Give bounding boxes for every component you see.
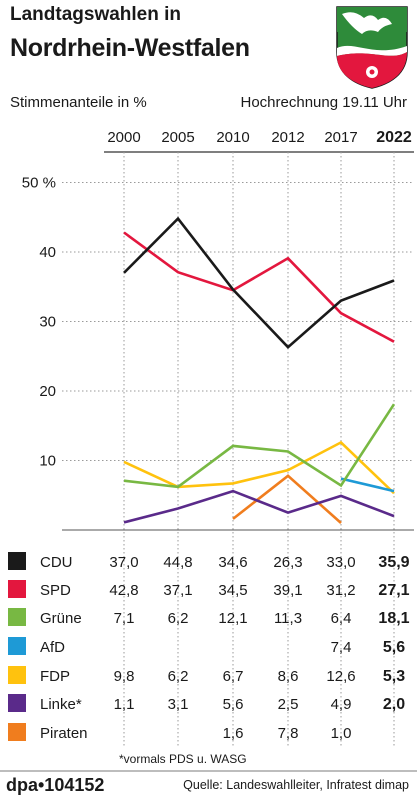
data-label: 12,1 bbox=[218, 610, 247, 627]
data-label: 35,9 bbox=[378, 554, 409, 571]
agency-credit: dpa•104152 bbox=[6, 775, 105, 795]
data-label: 42,8 bbox=[109, 582, 138, 599]
data-label: 1,1 bbox=[114, 696, 135, 713]
source-note: Quelle: Landeswahlleiter, Infratest dima… bbox=[183, 778, 409, 792]
series-line-grüne bbox=[123, 403, 396, 489]
data-label: 27,1 bbox=[378, 582, 409, 599]
data-label: 8,6 bbox=[278, 668, 299, 685]
legend-swatch bbox=[8, 580, 26, 598]
legend-label: FDP bbox=[40, 668, 70, 685]
data-label: 44,8 bbox=[163, 554, 192, 571]
footnote: *vormals PDS u. WASG bbox=[119, 752, 247, 766]
x-tick-label: 2010 bbox=[216, 129, 249, 146]
series-line-linke bbox=[123, 489, 395, 524]
footer-divider bbox=[0, 770, 417, 772]
data-label: 6,2 bbox=[168, 610, 189, 627]
series-line-cdu bbox=[123, 216, 395, 350]
y-tick-label: 20 bbox=[39, 383, 56, 400]
data-label: 3,1 bbox=[168, 696, 189, 713]
data-label: 6,7 bbox=[223, 668, 244, 685]
data-label: 5,6 bbox=[383, 639, 405, 656]
data-label: 5,6 bbox=[223, 696, 244, 713]
data-label: 1,0 bbox=[331, 725, 352, 742]
data-label: 34,6 bbox=[218, 554, 247, 571]
data-label: 26,3 bbox=[273, 554, 302, 571]
x-tick-label: 2012 bbox=[271, 129, 304, 146]
data-label: 37,1 bbox=[163, 582, 192, 599]
data-label: 6,2 bbox=[168, 668, 189, 685]
data-label: 2,0 bbox=[383, 696, 405, 713]
nrw-crest-icon bbox=[336, 6, 408, 89]
legend-swatch bbox=[8, 723, 26, 741]
y-tick-label: 50 % bbox=[22, 175, 56, 192]
data-label: 37,0 bbox=[109, 554, 138, 571]
data-label: 7,8 bbox=[278, 725, 299, 742]
y-tick-label: 40 bbox=[39, 244, 56, 261]
data-label: 2,5 bbox=[278, 696, 299, 713]
timestamp: Hochrechnung 19.11 Uhr bbox=[240, 94, 408, 111]
x-tick-label: 2000 bbox=[107, 129, 140, 146]
series-line-piraten bbox=[232, 474, 342, 524]
chart-subtitle: Stimmenanteile in % bbox=[10, 94, 147, 111]
data-label: 9,8 bbox=[114, 668, 135, 685]
data-label: 34,5 bbox=[218, 582, 247, 599]
legend-swatch bbox=[8, 694, 26, 712]
data-label: 5,3 bbox=[383, 668, 405, 685]
data-label: 31,2 bbox=[326, 582, 355, 599]
data-label: 6,4 bbox=[331, 610, 352, 627]
title-line1: Landtagswahlen in bbox=[10, 4, 182, 25]
legend-swatch bbox=[8, 552, 26, 570]
series-line-afd bbox=[340, 477, 395, 493]
data-label: 11,3 bbox=[274, 610, 302, 627]
x-tick-label: 2005 bbox=[161, 129, 194, 146]
y-tick-label: 30 bbox=[39, 314, 56, 331]
data-label: 7,1 bbox=[114, 610, 135, 627]
series-line-fdp bbox=[123, 440, 395, 495]
data-label: 18,1 bbox=[378, 610, 409, 627]
legend-label: SPD bbox=[40, 582, 71, 599]
legend-swatch bbox=[8, 608, 26, 626]
data-label: 33,0 bbox=[326, 554, 355, 571]
data-label: 12,6 bbox=[326, 668, 355, 685]
data-label: 7,4 bbox=[331, 639, 352, 656]
series-line-spd bbox=[123, 231, 395, 343]
y-tick-label: 10 bbox=[39, 453, 56, 470]
legend-label: Grüne bbox=[40, 610, 82, 627]
legend-label: CDU bbox=[40, 554, 73, 571]
legend-swatch bbox=[8, 637, 26, 655]
x-tick-label: 2022 bbox=[376, 129, 412, 146]
legend-label: Piraten bbox=[40, 725, 88, 742]
data-label: 4,9 bbox=[331, 696, 352, 713]
page-title: Nordrhein-Westfalen bbox=[10, 34, 250, 62]
x-tick-label: 2017 bbox=[324, 129, 357, 146]
legend-label: Linke* bbox=[40, 696, 82, 713]
data-label: 1,6 bbox=[223, 725, 244, 742]
data-label: 39,1 bbox=[273, 582, 302, 599]
legend-swatch bbox=[8, 666, 26, 684]
legend-label: AfD bbox=[40, 639, 65, 656]
